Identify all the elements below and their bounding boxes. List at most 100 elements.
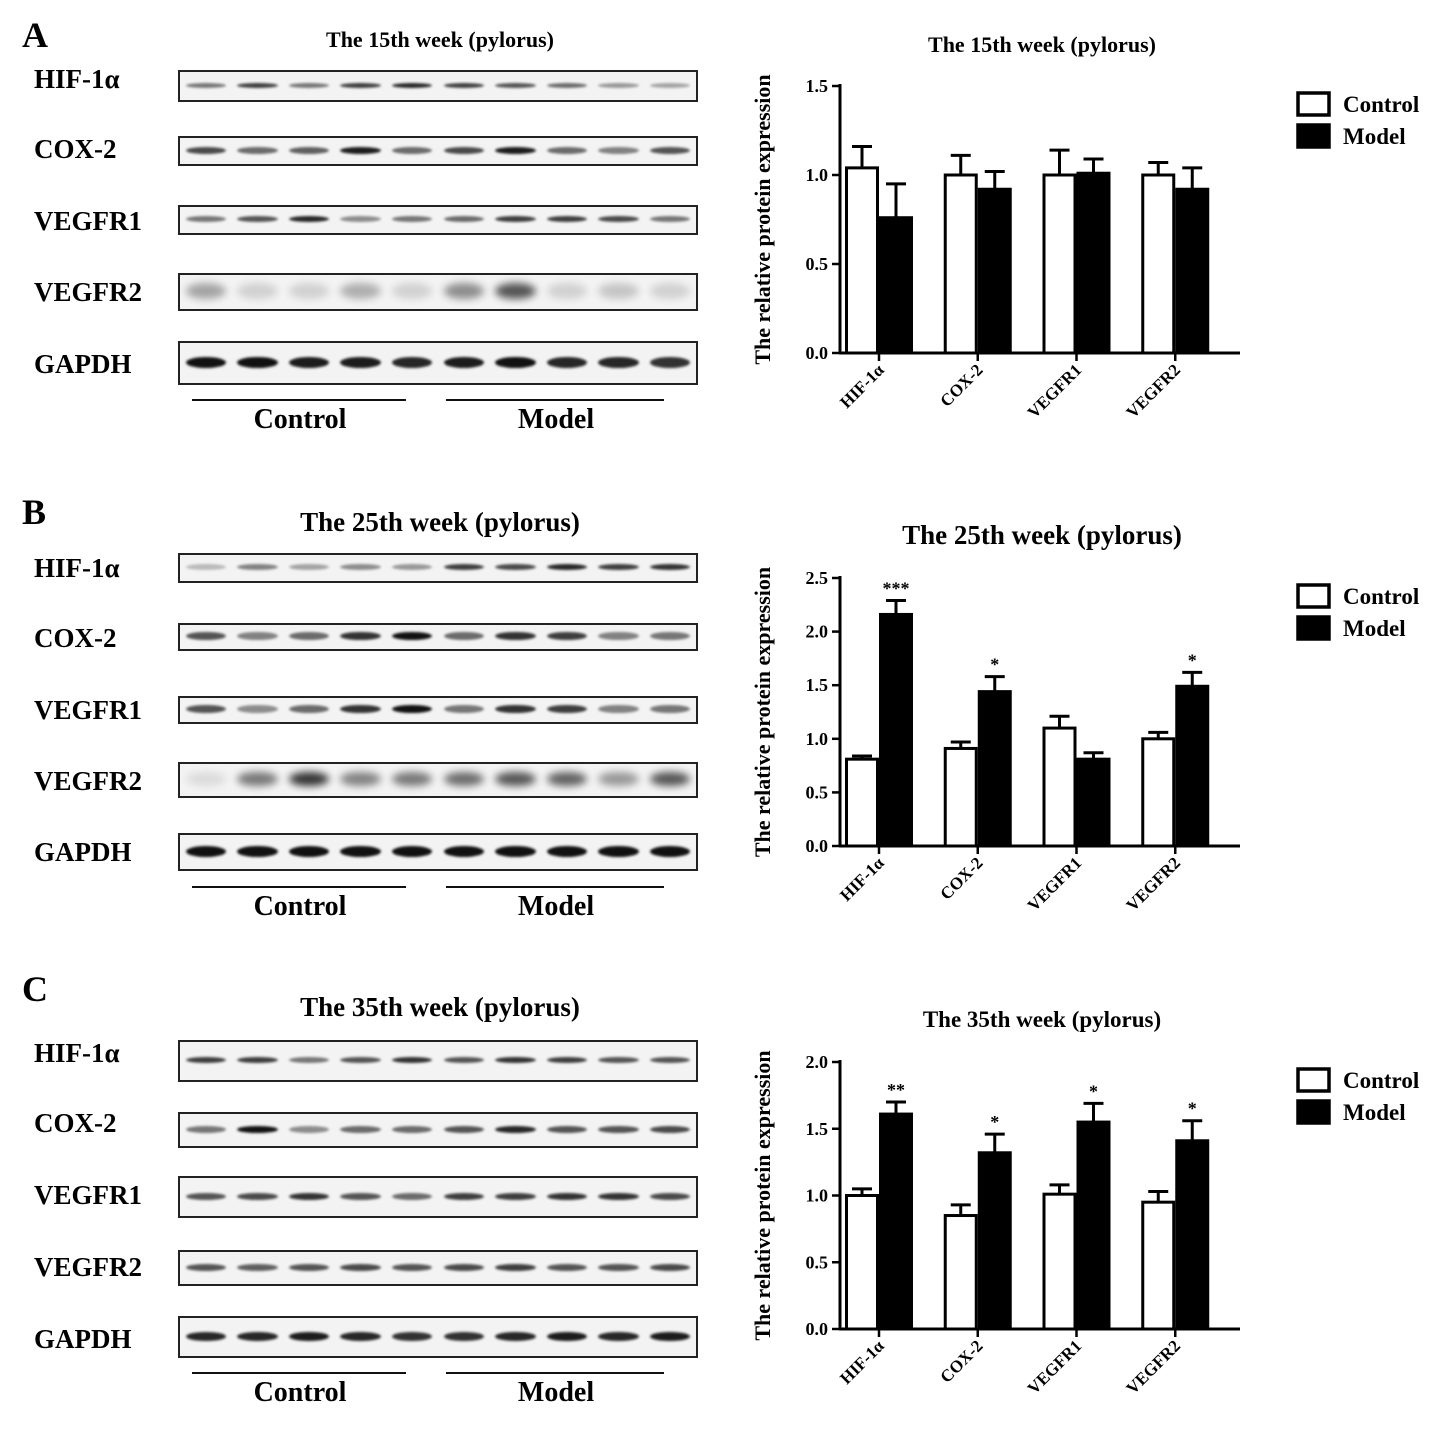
legend-label-model: Model (1343, 124, 1406, 149)
bar-model (1076, 171, 1111, 355)
x-tick-label: COX-2 (936, 360, 986, 410)
protein-label-gapdh: GAPDH (34, 349, 132, 379)
bar-chart-15th-week: The 15th week (pylorus) The relative prot… (750, 32, 1419, 422)
blot-band (598, 1192, 639, 1200)
model-group-label: Model (517, 404, 595, 435)
blot-band (237, 564, 278, 570)
blot-band (288, 1125, 330, 1133)
blot-band (237, 1331, 278, 1341)
model-group-label: Model (517, 891, 595, 922)
y-tick-label: 0.0 (806, 343, 829, 363)
blot-band (392, 356, 433, 368)
blot-band (443, 1125, 484, 1133)
bar-control (845, 1194, 879, 1331)
western-blot-strip (178, 553, 698, 583)
blot-band (288, 564, 330, 570)
legend-swatch-model (1296, 1099, 1331, 1125)
blot-band (443, 146, 484, 154)
blot-band (237, 632, 278, 640)
protein-label-vegfr2: VEGFR2 (34, 277, 142, 307)
protein-label-cox2: COX-2 (34, 134, 117, 164)
blot-band (546, 146, 588, 154)
panel-letter: B (22, 492, 47, 532)
blot-band (495, 845, 536, 857)
blot-band (340, 146, 381, 154)
blot-band (392, 632, 433, 640)
blot-band (185, 705, 226, 713)
blot-band (598, 1263, 639, 1271)
blot-band (598, 146, 639, 154)
blot-band (340, 564, 381, 570)
legend-label-control: Control (1343, 92, 1419, 117)
blot-band (185, 1125, 226, 1133)
bar-control (1042, 726, 1077, 848)
blot-band (546, 1192, 588, 1200)
blot-band (443, 564, 484, 570)
blot-band (392, 564, 433, 570)
chart-title: The 35th week (pylorus) (923, 1007, 1161, 1032)
blot-band (185, 82, 226, 88)
blot-band (340, 1057, 381, 1063)
model-group-line (446, 1372, 664, 1374)
blot-band (650, 283, 691, 299)
blot-band (237, 705, 278, 713)
blot-band (340, 1263, 381, 1271)
bar-model (977, 1151, 1012, 1331)
x-tick-label: VEGFR1 (1024, 360, 1086, 422)
y-axis-label: The relative protein expression (750, 567, 775, 857)
blot-band (598, 1125, 639, 1133)
blot-band (650, 772, 691, 786)
blot-band (495, 283, 536, 299)
blot-band (650, 82, 691, 88)
blot-band (650, 632, 691, 640)
protein-label-gapdh: GAPDH (34, 837, 132, 867)
blot-band (495, 772, 536, 786)
blot-band (185, 146, 226, 154)
y-tick-label: 1.0 (806, 729, 829, 749)
blot-band (495, 1057, 536, 1063)
panel-letter: A (22, 15, 48, 55)
blot-band (546, 216, 588, 222)
western-blot-strip (178, 70, 698, 102)
x-tick-label: VEGFR1 (1024, 1336, 1086, 1398)
chart-title: The 15th week (pylorus) (928, 32, 1156, 57)
significance-label: *** (883, 579, 910, 599)
blot-band (340, 1331, 381, 1341)
blot-band (546, 772, 588, 786)
y-tick-label: 0.0 (806, 836, 829, 856)
blot-band (185, 283, 226, 299)
western-blot-strip (178, 136, 698, 166)
blot-band (392, 1331, 433, 1341)
legend-label-control: Control (1343, 584, 1419, 609)
bar-model (1076, 757, 1111, 848)
y-tick-label: 0.5 (806, 782, 829, 802)
blot-band (650, 1125, 691, 1133)
blot-band (392, 1125, 433, 1133)
x-tick-label: HIF-1α (836, 1336, 888, 1388)
blot-band (392, 845, 433, 857)
x-tick-label: COX-2 (936, 853, 986, 903)
blot-band (546, 1331, 588, 1341)
blot-band (443, 632, 484, 640)
western-blot-strip (178, 1040, 698, 1082)
blot-band (598, 845, 639, 857)
bar-control (943, 1214, 978, 1331)
blot-band (546, 632, 588, 640)
significance-label: * (990, 655, 999, 675)
blot-band (443, 283, 484, 299)
blot-band (443, 1263, 484, 1271)
blot-band (185, 356, 226, 368)
blot-band (392, 1263, 433, 1271)
blot-band (443, 1057, 484, 1063)
blot-band (237, 82, 278, 88)
western-blot-strip (178, 1176, 698, 1218)
western-blot-strip (178, 205, 698, 235)
blot-band (495, 632, 536, 640)
blot-band (392, 1057, 433, 1063)
control-group-label: Control (253, 404, 347, 435)
blot-band (495, 356, 536, 368)
blot-band (598, 772, 639, 786)
y-tick-label: 2.0 (806, 1052, 829, 1072)
blot-band (340, 82, 381, 88)
control-group-label: Control (253, 891, 347, 922)
